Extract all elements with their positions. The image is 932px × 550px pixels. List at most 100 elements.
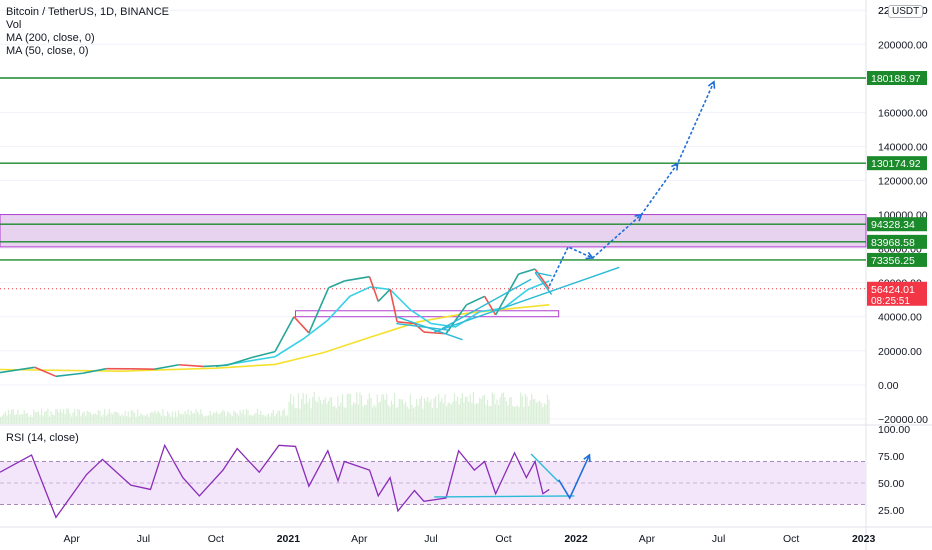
volume-bar [119, 416, 121, 424]
current-price-tag-bg [867, 281, 927, 306]
price-segment [328, 280, 345, 289]
volume-bar [96, 414, 98, 424]
price-segment [466, 295, 485, 306]
volume-bar [174, 411, 177, 424]
volume-bar [138, 416, 140, 424]
volume-bar [499, 397, 501, 424]
volume-bar [159, 412, 161, 424]
price-tick-label: 120000.00 [878, 175, 928, 187]
volume-bar [129, 417, 131, 424]
volume-bar [505, 401, 508, 424]
volume-bar [390, 400, 393, 424]
volume-bar [428, 402, 430, 424]
volume-bar [411, 404, 413, 424]
vol-indicator-label[interactable]: Vol [6, 19, 22, 31]
volume-bar [334, 405, 336, 424]
volume-bar [386, 393, 388, 424]
projection-arrowhead [585, 251, 595, 260]
ma200-indicator-label[interactable]: MA (200, close, 0) [6, 32, 95, 44]
volume-bar [26, 412, 28, 424]
volume-bar [196, 411, 199, 424]
volume-bar [420, 395, 422, 424]
volume-bar [545, 404, 547, 424]
volume-bar [345, 407, 347, 424]
volume-bar [206, 415, 208, 424]
volume-bar [200, 409, 202, 424]
volume-bar [231, 416, 233, 424]
volume-bar [143, 415, 145, 424]
price-segment [397, 321, 415, 325]
volume-bar [226, 411, 229, 424]
volume-bar [486, 400, 489, 424]
volume-bar [272, 409, 274, 424]
volume-bar [111, 414, 114, 424]
level-label: 130174.92 [871, 158, 921, 170]
volume-bar [189, 415, 191, 424]
projection-arrowhead [707, 80, 716, 89]
volume-bar [260, 410, 262, 424]
price-segment [154, 363, 180, 370]
price-segment [423, 331, 447, 335]
volume-bar [208, 415, 210, 424]
volume-bar [379, 401, 382, 424]
rsi-indicator-label[interactable]: RSI (14, close) [6, 432, 79, 444]
volume-bar [36, 411, 38, 424]
volume-bar [294, 408, 296, 424]
x-tick-label: Oct [495, 533, 511, 545]
volume-bar [403, 404, 405, 424]
volume-bar [444, 394, 446, 424]
volume-bar [463, 402, 465, 424]
volume-bar [496, 399, 498, 424]
volume-bar [179, 414, 181, 424]
volume-bar [527, 406, 530, 424]
volume-bar [190, 410, 192, 424]
price-tick-label: 40000.00 [878, 312, 922, 324]
price-tick-label: 20000.00 [878, 346, 922, 358]
symbol-title[interactable]: Bitcoin / TetherUS, 1D, BINANCE [6, 6, 170, 18]
volume-bar [149, 413, 151, 424]
volume-bar [419, 398, 421, 424]
x-tick-label: Apr [64, 533, 81, 545]
volume-bar [12, 408, 14, 424]
volume-bar [321, 403, 323, 424]
price-segment [413, 322, 425, 333]
volume-bar [25, 413, 27, 424]
volume-bar [365, 404, 367, 424]
x-tick-label: Oct [783, 533, 799, 545]
volume-bar [460, 398, 462, 424]
volume-bar [431, 408, 434, 424]
price-segment [203, 364, 227, 368]
volume-bar [293, 396, 295, 424]
currency-button[interactable]: USDT [888, 5, 924, 18]
volume-bar [20, 413, 22, 424]
volume-bar [370, 397, 372, 424]
level-label-bg [867, 217, 927, 232]
volume-bar [195, 409, 197, 424]
volume-bar [193, 413, 196, 424]
volume-bar [422, 408, 424, 424]
volume-bar [126, 416, 128, 424]
volume-bar [371, 407, 374, 424]
x-tick-label: Oct [208, 533, 224, 545]
volume-bar [78, 409, 80, 424]
volume-bar [184, 411, 186, 424]
volume-bar [44, 411, 46, 424]
volume-bar [335, 408, 337, 424]
volume-bar [253, 414, 255, 424]
rsi-trendline [434, 495, 575, 498]
volume-bar [464, 396, 467, 424]
volume-bar [477, 403, 479, 424]
volume-bar [83, 411, 85, 424]
volume-bar [504, 397, 506, 424]
volume-bar [110, 412, 112, 424]
volume-bar [124, 410, 126, 424]
price-segment [494, 273, 520, 316]
volume-bar [381, 393, 383, 424]
volume-bar [502, 392, 504, 424]
ma50-indicator-label[interactable]: MA (50, close, 0) [6, 45, 89, 57]
volume-bar [449, 403, 451, 424]
volume-bar [220, 412, 222, 424]
countdown-label: 08:25:51 [871, 296, 910, 307]
volume-bar [538, 400, 541, 424]
